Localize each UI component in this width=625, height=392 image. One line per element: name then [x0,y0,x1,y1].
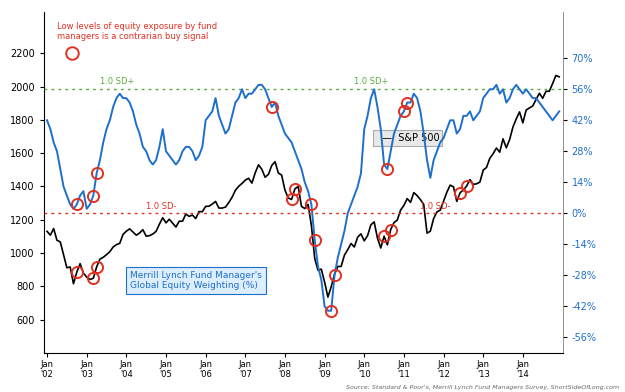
Text: 1.0 SD-: 1.0 SD- [421,202,451,211]
Text: Merrill Lynch Fund Manager's
Global Equity Weighting (%): Merrill Lynch Fund Manager's Global Equi… [129,271,261,290]
Text: Source: Standard & Poor's, Merrill Lynch Fund Managers Survey, ShortSideOfLong.c: Source: Standard & Poor's, Merrill Lynch… [346,385,619,390]
Text: Low levels of equity exposure by fund
managers is a contrarian buy signal: Low levels of equity exposure by fund ma… [57,22,217,42]
Text: 1.0 SD+: 1.0 SD+ [354,77,389,86]
Text: 1.0 SD+: 1.0 SD+ [100,77,134,86]
Text: —  S&P 500: — S&P 500 [376,133,439,143]
Text: 1.0 SD-: 1.0 SD- [146,202,177,211]
